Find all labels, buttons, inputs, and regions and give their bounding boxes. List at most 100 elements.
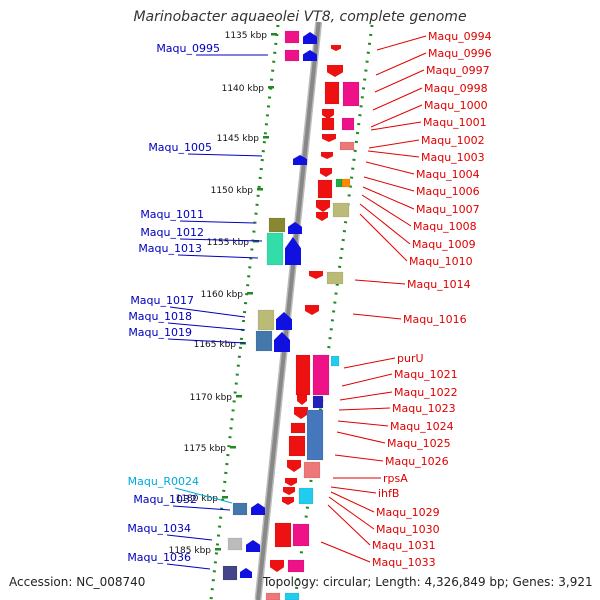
gene-label-right: Maqu_0998 (424, 82, 488, 95)
gene-label-right: Maqu_1014 (407, 278, 471, 291)
gene-label-right: Maqu_1022 (394, 386, 458, 399)
gene-feature (268, 217, 286, 233)
gene-label-left: Maqu_1019 (128, 326, 192, 339)
label-leader-line (330, 491, 375, 513)
tick-mark (215, 548, 221, 551)
gene-feature (266, 232, 284, 266)
label-leader-line (166, 534, 213, 541)
gene-label-right: Maqu_1024 (390, 420, 454, 433)
tick-label: 1170 kbp (190, 393, 233, 403)
reverse-gene-arrow (320, 168, 332, 177)
tick-label: 1135 kbp (225, 31, 268, 41)
gene-feature (341, 178, 351, 188)
label-leader-line (179, 238, 263, 242)
gene-feature (284, 592, 300, 600)
label-leader-line (167, 322, 246, 331)
gene-label-left: Maqu_1012 (140, 226, 204, 239)
tick-mark (247, 292, 253, 295)
gene-feature (292, 523, 310, 547)
tick-label: 1140 kbp (222, 84, 265, 94)
label-leader-line (368, 139, 420, 149)
label-leader-line (375, 52, 427, 76)
gene-feature (312, 395, 324, 409)
gene-feature (288, 435, 306, 457)
genome-summary: Topology: circular; Length: 4,326,849 bp… (263, 575, 593, 589)
tick-label: 1160 kbp (201, 290, 244, 300)
label-leader-line (336, 431, 386, 444)
gene-label-right: Maqu_0994 (428, 30, 492, 43)
gene-label-right: Maqu_1016 (403, 313, 467, 326)
label-leader-line (320, 541, 371, 563)
label-leader-line (328, 496, 375, 530)
tick-label: 1180 kbp (176, 494, 219, 504)
label-leader-line (374, 69, 425, 93)
label-leader-line (352, 313, 402, 320)
gene-feature (295, 354, 311, 396)
reverse-gene-arrow (327, 65, 343, 77)
reverse-gene-arrow (270, 560, 284, 572)
reverse-gene-arrow (321, 152, 333, 159)
gene-feature (341, 117, 355, 131)
gene-label-right: Maqu_1023 (392, 402, 456, 415)
feature-labels: Maqu_0995 Maqu_1005 Maqu_1011 Maqu_1012 Maqu… (127, 30, 492, 570)
reverse-gene-arrow (331, 45, 341, 51)
gene-feature (335, 178, 343, 188)
gene-label-left: Maqu_1005 (148, 141, 212, 154)
reverse-gene-arrow (287, 460, 301, 472)
reverse-gene-arrow (285, 478, 297, 486)
gene-feature (306, 409, 324, 461)
label-leader-line (370, 121, 422, 131)
gene-label-right: Maqu_1025 (387, 437, 451, 450)
gene-label-left: Maqu_1018 (128, 310, 192, 323)
tick-label: 1175 kbp (184, 444, 227, 454)
gene-label-right: Maqu_1009 (412, 238, 476, 251)
tick-mark (222, 496, 228, 499)
gene-label-left: Maqu_R0024 (128, 475, 199, 488)
gene-label-right: Maqu_1003 (421, 151, 485, 164)
reverse-gene-arrow (282, 497, 294, 505)
gene-label-right: Maqu_1004 (416, 168, 480, 181)
gene-feature (298, 487, 314, 505)
forward-gene-arrow (274, 332, 290, 352)
gene-feature (342, 81, 360, 107)
gene-label-right: Maqu_1021 (394, 368, 458, 381)
forward-gene-arrow (293, 155, 307, 165)
reverse-gene-arrow (294, 407, 308, 419)
gene-label-right: purU (397, 352, 424, 365)
gene-feature (274, 522, 292, 548)
reverse-gene-arrow (297, 395, 307, 405)
label-leader-line (359, 213, 408, 262)
forward-gene-arrow (288, 222, 302, 234)
gene-label-left: Maqu_1032 (133, 493, 197, 506)
label-leader-line (167, 338, 246, 344)
label-leader-line (367, 150, 420, 158)
gene-label-left: Maqu_1036 (127, 551, 191, 564)
reverse-gene-arrow (305, 305, 319, 315)
gene-label-right: Maqu_1008 (413, 220, 477, 233)
forward-gene-arrow (246, 540, 260, 552)
gene-feature (326, 271, 344, 285)
forward-gene-arrow (303, 50, 317, 61)
gene-label-left: Maqu_1013 (138, 242, 202, 255)
tick-mark (236, 395, 242, 398)
label-leader-line (174, 487, 233, 504)
gene-label-right: ihfB (378, 487, 399, 500)
gene-feature (321, 117, 335, 131)
label-leader-line (177, 254, 259, 259)
gene-feature (222, 565, 238, 581)
tick-label: 1155 kbp (207, 238, 250, 248)
tick-mark (271, 33, 277, 36)
gene-label-right: Maqu_1010 (409, 255, 473, 268)
gene-label-right: Maqu_0997 (426, 64, 490, 77)
gene-label-left: Maqu_1017 (130, 294, 194, 307)
label-leader-line (172, 505, 231, 511)
reverse-gene-arrow (309, 271, 323, 279)
gene-label-right: Maqu_0996 (428, 47, 492, 60)
forward-gene-arrow (303, 32, 317, 44)
reverse-gene-arrow (316, 200, 330, 212)
feature-tracks (222, 30, 360, 600)
label-leader-line (166, 563, 211, 570)
gene-label-right: Maqu_1002 (421, 134, 485, 147)
tick-mark (257, 188, 263, 191)
reverse-gene-arrow (322, 134, 336, 142)
